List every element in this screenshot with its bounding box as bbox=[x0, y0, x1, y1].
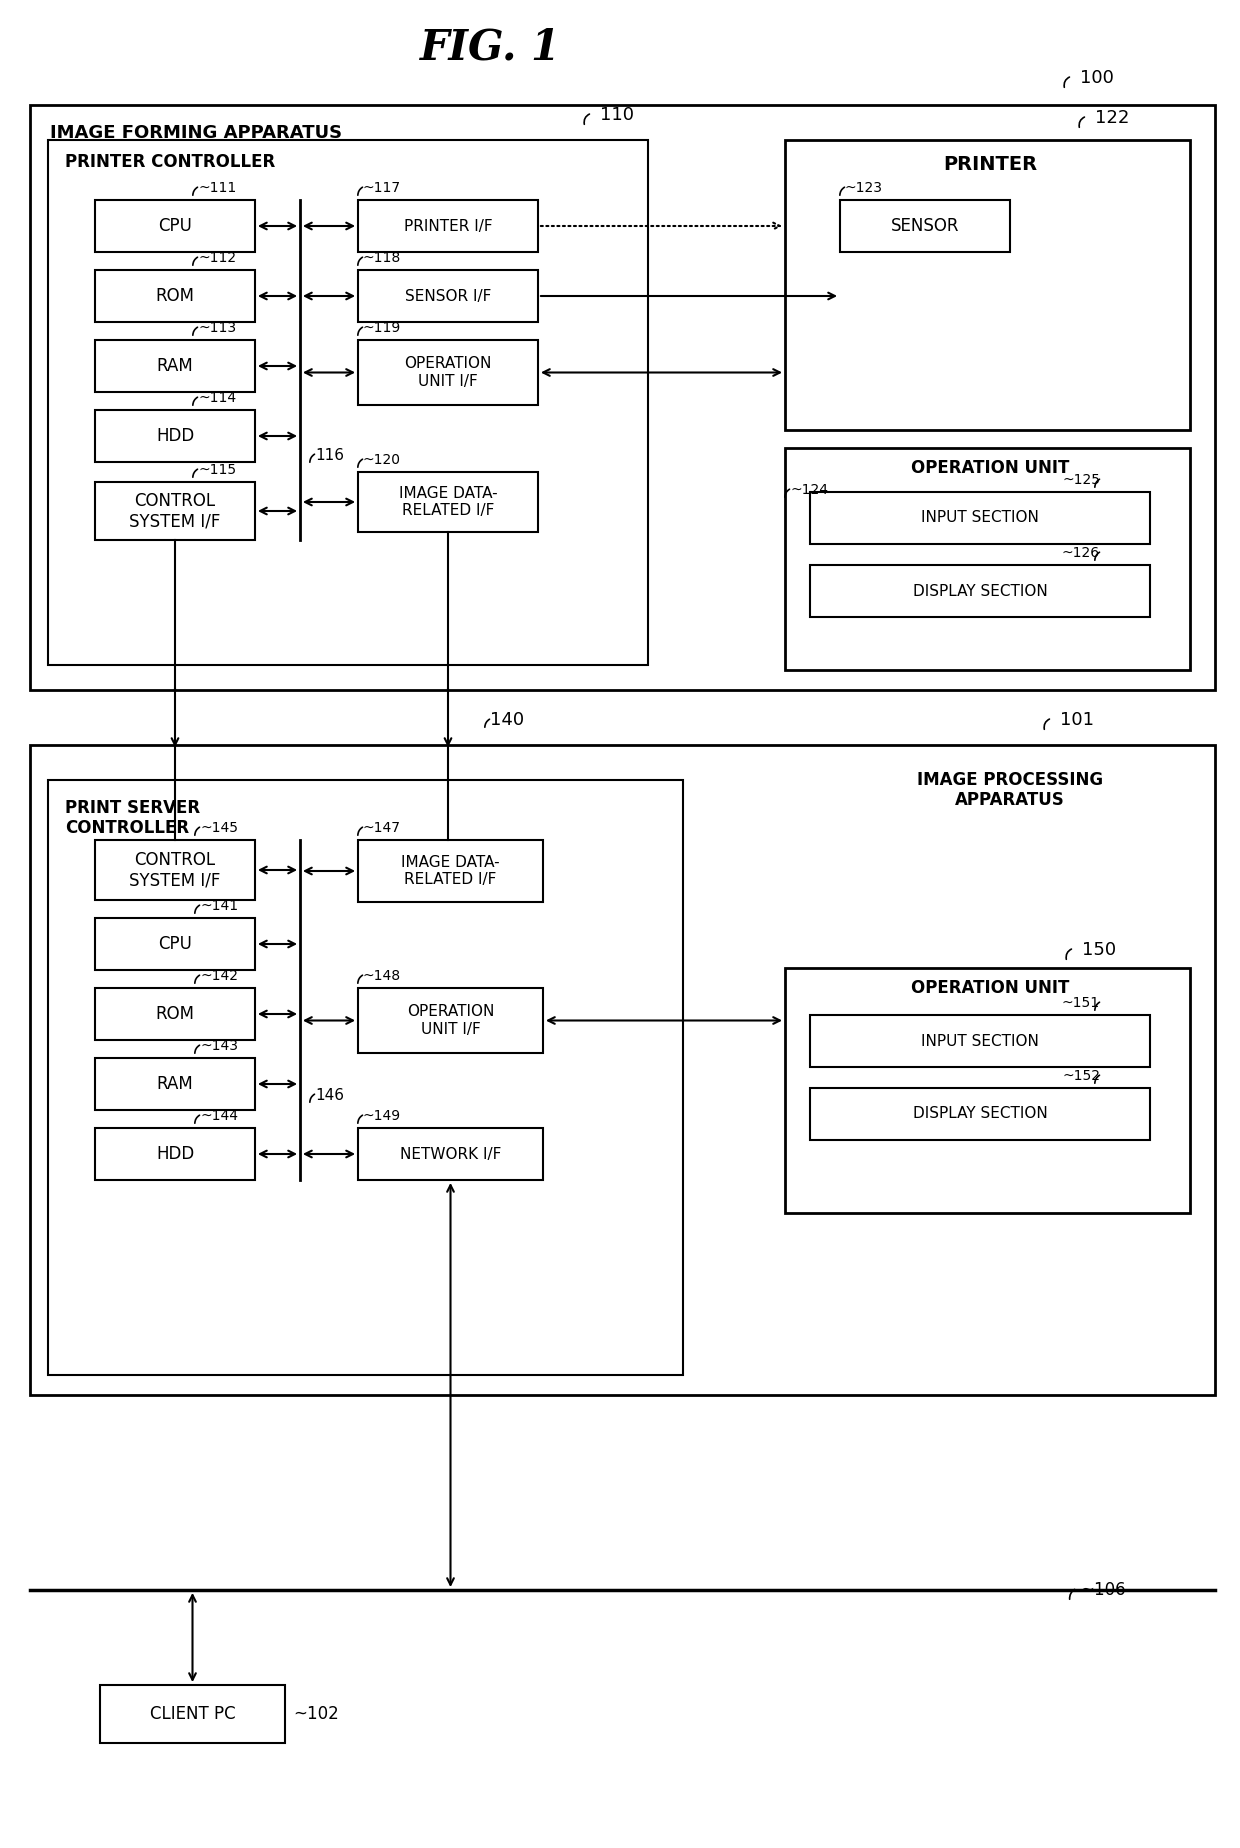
Text: ~106: ~106 bbox=[1080, 1582, 1126, 1599]
Bar bbox=[785, 140, 1190, 431]
Bar bbox=[95, 989, 255, 1040]
Text: 100: 100 bbox=[1080, 68, 1114, 87]
Text: FIG. 1: FIG. 1 bbox=[419, 28, 560, 68]
Text: PRINTER: PRINTER bbox=[942, 155, 1037, 174]
Bar bbox=[358, 989, 543, 1053]
Text: 116: 116 bbox=[315, 447, 343, 462]
Text: NETWORK I/F: NETWORK I/F bbox=[399, 1146, 501, 1162]
Text: ~119: ~119 bbox=[363, 322, 402, 334]
Text: ~114: ~114 bbox=[198, 392, 236, 405]
Text: 101: 101 bbox=[1060, 711, 1094, 728]
Bar bbox=[48, 780, 683, 1375]
Text: ~111: ~111 bbox=[198, 181, 237, 196]
Text: ~144: ~144 bbox=[200, 1109, 238, 1124]
Text: HDD: HDD bbox=[156, 1146, 195, 1162]
Text: 150: 150 bbox=[1083, 941, 1116, 959]
Text: 140: 140 bbox=[490, 711, 525, 728]
Text: CPU: CPU bbox=[157, 216, 192, 235]
Bar bbox=[358, 1127, 543, 1181]
Text: OPERATION
UNIT I/F: OPERATION UNIT I/F bbox=[404, 357, 492, 388]
Text: ~115: ~115 bbox=[198, 464, 236, 477]
Text: ~149: ~149 bbox=[363, 1109, 401, 1124]
Text: CPU: CPU bbox=[157, 935, 192, 954]
Text: ROM: ROM bbox=[155, 286, 195, 305]
Text: DISPLAY SECTION: DISPLAY SECTION bbox=[913, 584, 1048, 599]
Text: ~148: ~148 bbox=[363, 968, 401, 983]
Bar bbox=[358, 270, 538, 322]
Text: RAM: RAM bbox=[156, 1076, 193, 1092]
Text: IMAGE FORMING APPARATUS: IMAGE FORMING APPARATUS bbox=[50, 124, 342, 142]
Text: CONTROL
SYSTEM I/F: CONTROL SYSTEM I/F bbox=[129, 492, 221, 530]
Bar bbox=[48, 140, 649, 665]
Text: IMAGE DATA-
RELATED I/F: IMAGE DATA- RELATED I/F bbox=[399, 486, 497, 517]
Text: 146: 146 bbox=[315, 1087, 343, 1103]
Bar bbox=[95, 482, 255, 540]
Text: SENSOR I/F: SENSOR I/F bbox=[404, 288, 491, 303]
Text: PRINTER I/F: PRINTER I/F bbox=[404, 218, 492, 233]
Text: ~123: ~123 bbox=[844, 181, 883, 196]
Text: INPUT SECTION: INPUT SECTION bbox=[921, 1033, 1039, 1048]
Bar bbox=[785, 447, 1190, 671]
Text: ~152: ~152 bbox=[1061, 1068, 1100, 1083]
Text: ~124: ~124 bbox=[790, 482, 828, 497]
Text: CONTROL
SYSTEM I/F: CONTROL SYSTEM I/F bbox=[129, 850, 221, 889]
Text: OPERATION UNIT: OPERATION UNIT bbox=[911, 458, 1069, 477]
Text: HDD: HDD bbox=[156, 427, 195, 445]
Text: 122: 122 bbox=[1095, 109, 1130, 128]
Bar bbox=[358, 340, 538, 405]
Text: ~118: ~118 bbox=[363, 251, 402, 264]
Text: IMAGE DATA-
RELATED I/F: IMAGE DATA- RELATED I/F bbox=[402, 856, 500, 887]
Text: ~145: ~145 bbox=[200, 821, 238, 835]
Text: OPERATION
UNIT I/F: OPERATION UNIT I/F bbox=[407, 1003, 495, 1037]
Bar bbox=[95, 340, 255, 392]
Bar bbox=[358, 200, 538, 251]
Text: IMAGE PROCESSING
APPARATUS: IMAGE PROCESSING APPARATUS bbox=[916, 771, 1104, 809]
Text: RAM: RAM bbox=[156, 357, 193, 375]
Bar bbox=[30, 745, 1215, 1395]
Text: ~141: ~141 bbox=[200, 898, 238, 913]
Text: ~126: ~126 bbox=[1061, 545, 1100, 560]
Bar bbox=[95, 410, 255, 462]
Text: ~102: ~102 bbox=[293, 1706, 339, 1722]
Text: PRINTER CONTROLLER: PRINTER CONTROLLER bbox=[64, 153, 275, 172]
Text: ~117: ~117 bbox=[363, 181, 401, 196]
Bar bbox=[95, 918, 255, 970]
Text: ~147: ~147 bbox=[363, 821, 401, 835]
Bar bbox=[95, 270, 255, 322]
Bar bbox=[810, 1015, 1149, 1066]
Bar bbox=[810, 1088, 1149, 1140]
Bar bbox=[95, 200, 255, 251]
Text: ROM: ROM bbox=[155, 1005, 195, 1024]
Bar bbox=[95, 1059, 255, 1111]
Text: OPERATION UNIT: OPERATION UNIT bbox=[911, 979, 1069, 998]
Bar bbox=[839, 200, 1011, 251]
Bar bbox=[100, 1685, 285, 1743]
Text: ~125: ~125 bbox=[1061, 473, 1100, 488]
Text: ~151: ~151 bbox=[1061, 996, 1100, 1011]
Text: 110: 110 bbox=[600, 105, 634, 124]
Bar bbox=[785, 968, 1190, 1212]
Bar bbox=[95, 1127, 255, 1181]
Bar bbox=[358, 841, 543, 902]
Bar bbox=[358, 471, 538, 532]
Text: SENSOR: SENSOR bbox=[890, 216, 960, 235]
Text: ~142: ~142 bbox=[200, 968, 238, 983]
Text: CLIENT PC: CLIENT PC bbox=[150, 1706, 236, 1722]
Text: ~112: ~112 bbox=[198, 251, 236, 264]
Text: DISPLAY SECTION: DISPLAY SECTION bbox=[913, 1107, 1048, 1122]
Text: PRINT SERVER
CONTROLLER: PRINT SERVER CONTROLLER bbox=[64, 798, 200, 837]
Bar bbox=[810, 492, 1149, 543]
Text: ~143: ~143 bbox=[200, 1039, 238, 1053]
Bar bbox=[810, 565, 1149, 617]
Bar bbox=[95, 841, 255, 900]
Bar bbox=[30, 105, 1215, 689]
Text: ~120: ~120 bbox=[363, 453, 401, 468]
Text: ~113: ~113 bbox=[198, 322, 236, 334]
Text: INPUT SECTION: INPUT SECTION bbox=[921, 510, 1039, 525]
